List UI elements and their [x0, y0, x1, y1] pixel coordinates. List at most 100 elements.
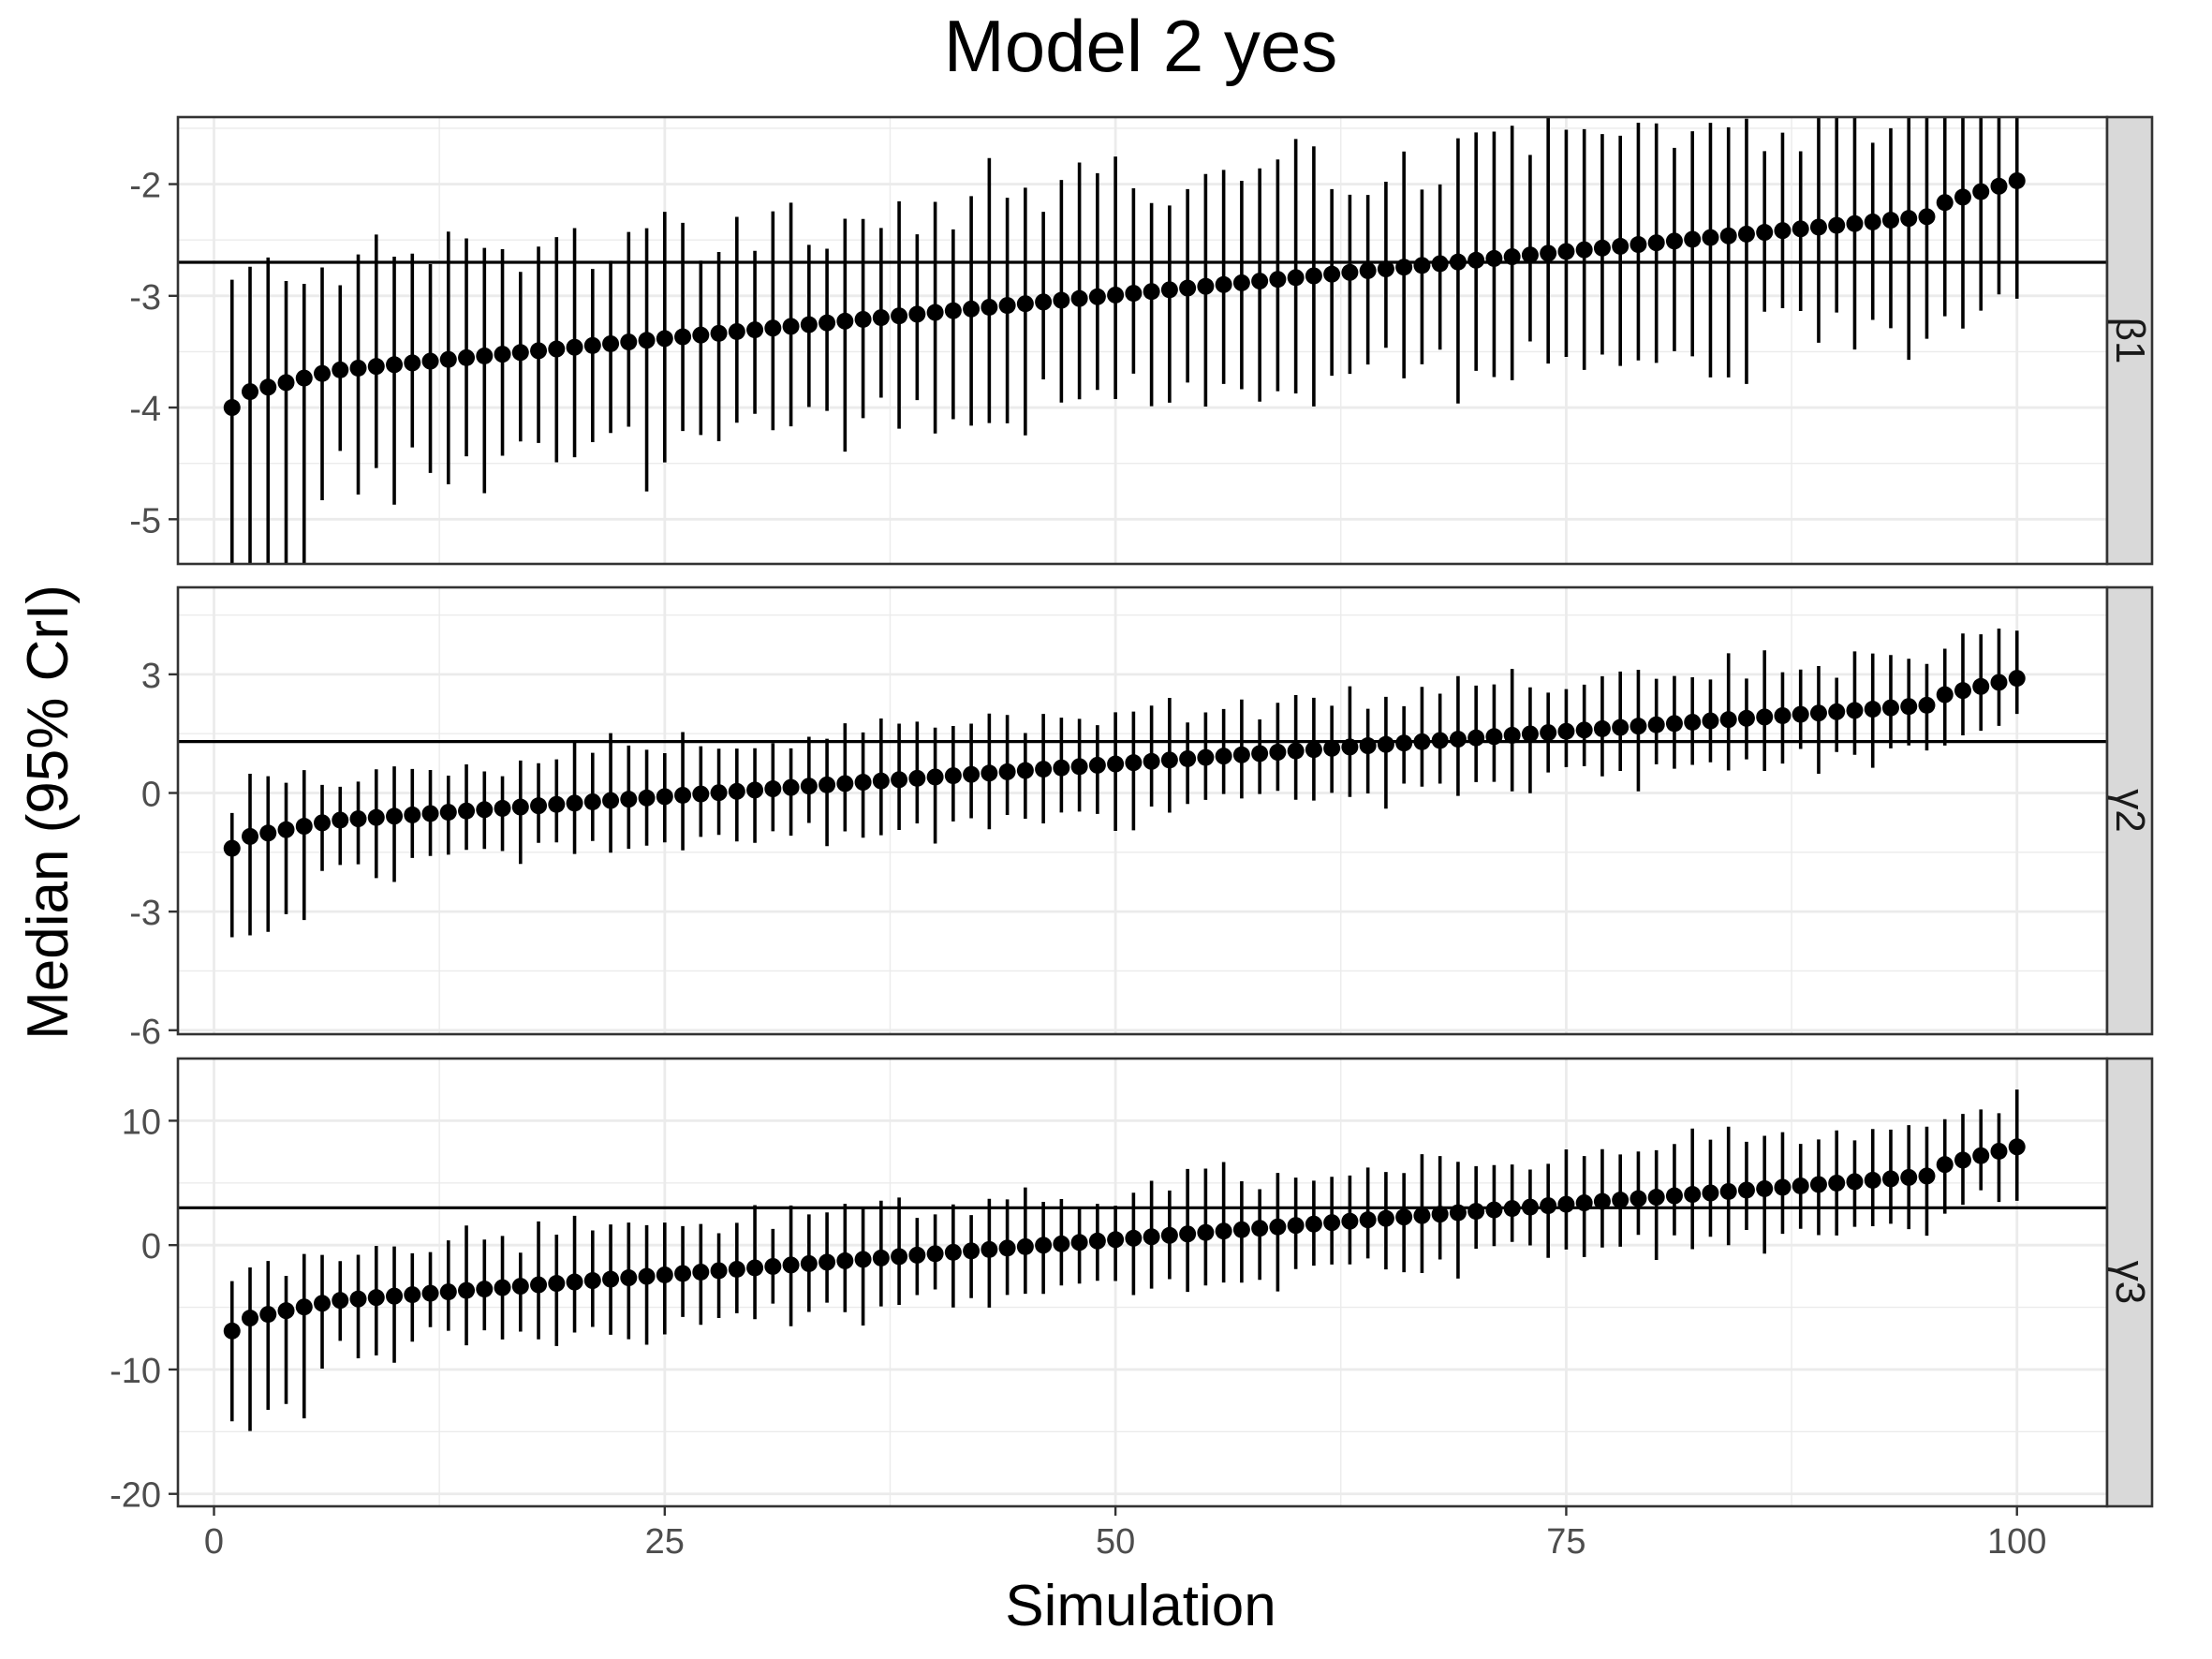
median-point	[1503, 1200, 1521, 1218]
median-point	[1395, 259, 1413, 276]
median-point	[1918, 208, 1936, 226]
median-point	[1684, 1186, 1702, 1204]
median-point	[891, 307, 908, 325]
median-point	[1792, 220, 1809, 238]
median-point	[1269, 271, 1287, 289]
median-point	[1467, 251, 1485, 269]
panels: -5 -4 -3 -2 β1 -6 -3 0 3 γ2 -20 -10 0 10 γ3	[110, 115, 2154, 1516]
median-point	[926, 304, 944, 321]
median-point	[1846, 1173, 1864, 1191]
median-point	[818, 1253, 836, 1271]
median-point	[981, 764, 998, 782]
median-point	[1990, 674, 2008, 691]
y-tick-label: -3	[129, 894, 161, 933]
median-point	[1737, 1181, 1755, 1199]
median-point	[1341, 1212, 1359, 1230]
median-point	[1016, 1237, 1034, 1255]
median-point	[439, 1283, 457, 1301]
median-point	[1088, 756, 1106, 774]
x-tick-label: 75	[1546, 1522, 1585, 1562]
median-point	[494, 1279, 511, 1296]
median-point	[1900, 210, 1918, 228]
median-point	[583, 792, 601, 810]
median-point	[1269, 1218, 1287, 1236]
median-point	[1413, 257, 1431, 274]
y-tick-label: 10	[122, 1103, 161, 1142]
median-point	[1485, 728, 1503, 746]
median-point	[1232, 746, 1250, 763]
median-point	[1215, 275, 1232, 293]
median-point	[1719, 1182, 1737, 1200]
y-tick-label: -3	[129, 278, 161, 318]
median-point	[836, 775, 854, 792]
median-point	[1665, 715, 1683, 733]
median-point	[692, 326, 710, 344]
strip-background	[2105, 1057, 2154, 1508]
median-point	[1395, 734, 1413, 752]
median-point	[1125, 285, 1143, 303]
median-point	[1936, 1156, 1954, 1174]
median-point	[674, 328, 692, 346]
median-point	[872, 772, 890, 790]
median-point	[1881, 212, 1899, 230]
median-point	[277, 374, 295, 392]
data-marks	[178, 117, 2107, 564]
median-point	[1107, 755, 1125, 773]
median-point	[1881, 1170, 1899, 1188]
median-point	[1431, 1206, 1449, 1223]
median-point	[1575, 241, 1593, 259]
median-point	[1684, 713, 1702, 731]
median-point	[1900, 1168, 1918, 1186]
median-point	[1521, 725, 1539, 743]
median-point	[656, 788, 673, 806]
median-point	[1954, 188, 1971, 206]
median-point	[1143, 283, 1160, 301]
median-point	[1719, 711, 1737, 729]
median-point	[223, 1322, 241, 1340]
y-tick-label: 0	[141, 776, 161, 815]
median-point	[1665, 1187, 1683, 1205]
median-point	[1467, 1203, 1485, 1221]
median-point	[1936, 194, 1954, 212]
median-point	[674, 1265, 692, 1282]
median-point	[1612, 718, 1630, 736]
median-point	[1449, 253, 1467, 271]
median-point	[566, 338, 583, 356]
median-point	[1612, 237, 1630, 255]
median-point	[1918, 696, 1936, 714]
median-point	[1125, 754, 1143, 772]
median-point	[2008, 1138, 2026, 1156]
median-point	[638, 1267, 656, 1285]
median-point	[656, 330, 673, 348]
median-point	[2008, 171, 2026, 189]
median-point	[1972, 677, 1990, 695]
median-point	[367, 358, 385, 376]
median-point	[1647, 716, 1665, 733]
median-point	[367, 1289, 385, 1307]
median-point	[1125, 1229, 1143, 1247]
median-point	[566, 794, 583, 812]
median-point	[728, 1260, 745, 1278]
median-point	[1521, 1198, 1539, 1216]
median-point	[1557, 243, 1575, 260]
strip-label: γ3	[2107, 1261, 2153, 1304]
median-point	[511, 798, 529, 816]
median-point	[548, 1275, 566, 1293]
median-point	[1197, 748, 1215, 766]
median-point	[386, 1287, 404, 1305]
median-point	[1035, 293, 1053, 311]
median-point	[764, 319, 782, 337]
median-point	[386, 356, 404, 374]
median-point	[1936, 686, 1954, 704]
median-point	[1485, 249, 1503, 267]
median-point	[1485, 1201, 1503, 1219]
median-point	[1557, 722, 1575, 740]
median-point	[314, 364, 332, 382]
median-point	[1774, 706, 1792, 724]
median-point	[944, 1243, 962, 1261]
median-point	[494, 346, 511, 363]
median-point	[1809, 218, 1827, 236]
median-point	[1179, 279, 1197, 297]
panel-1: -5 -4 -3 -2 β1	[129, 115, 2154, 566]
